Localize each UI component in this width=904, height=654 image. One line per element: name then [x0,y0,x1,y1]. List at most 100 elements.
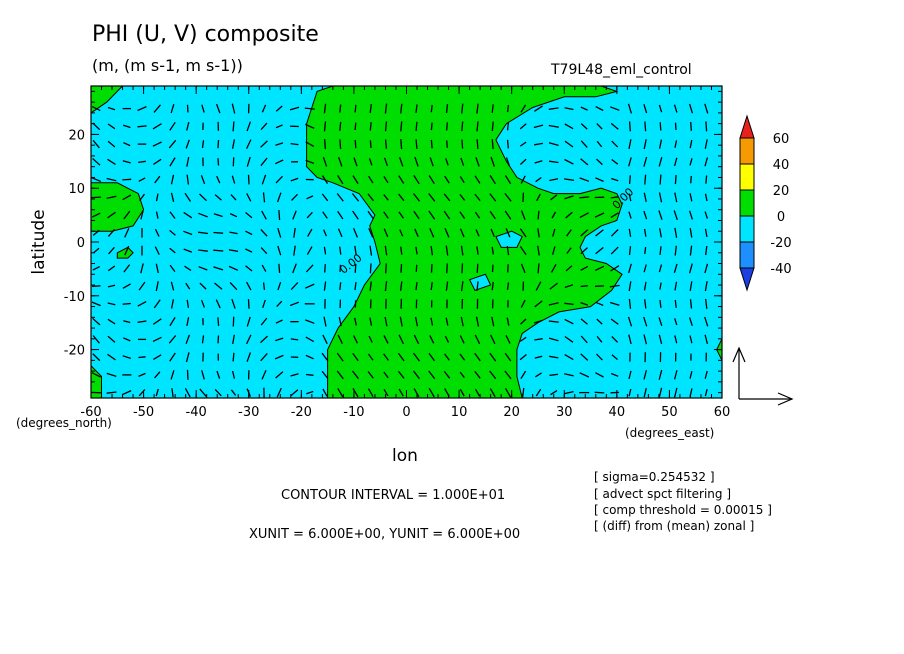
wind-vector [368,335,373,343]
wind-vector [611,177,619,182]
wind-vector [596,123,603,130]
y-tick-label: 20 [68,128,85,143]
wind-vector [688,103,694,114]
wind-vector [461,263,464,274]
wind-vector [291,193,298,201]
wind-vector [415,282,418,291]
wind-vector [213,249,224,252]
wind-vector [609,106,620,111]
wind-vector [565,265,573,272]
wind-vector [385,263,387,274]
wind-vector [627,316,633,327]
wind-vector [610,229,619,237]
wind-vector [564,354,574,361]
y-axis-unit: (degrees_north) [16,416,112,430]
wind-vector [430,245,434,256]
wind-vector [400,103,403,114]
wind-vector [170,104,175,114]
wind-vector [198,231,208,235]
wind-vector [564,318,574,325]
wind-vector [610,301,620,306]
wind-vector [245,230,253,236]
x-tick-label: -40 [186,405,207,420]
wind-vector [123,210,131,220]
wind-vector [460,281,464,292]
wind-vector [277,281,282,291]
wind-vector [520,263,526,274]
wind-vector [520,370,527,380]
wind-vector [304,283,315,289]
wind-vector [491,246,494,255]
wind-vector [337,334,343,344]
wind-vector [92,158,101,166]
colorbar-label: 20 [773,184,790,199]
wind-vector [169,352,176,362]
wind-vector [595,372,604,378]
wind-vector [658,334,663,345]
wind-vector [628,121,631,132]
reference-vector-icon [732,346,794,406]
wind-vector [123,142,131,147]
x-tick-label: 0 [402,405,410,420]
wind-vector [124,245,130,256]
wind-vector [564,123,574,130]
wind-vector [337,228,343,238]
wind-vector [106,195,117,200]
wind-vector [628,388,632,397]
wind-vector [201,104,205,113]
wind-vector [595,229,604,237]
wind-vector [231,298,236,309]
wind-vector [643,334,648,345]
wind-vector [689,281,693,292]
wind-vector [476,281,479,291]
wind-vector [628,298,632,309]
wind-vector [383,176,389,184]
wind-vector [643,281,647,291]
wind-vector [579,196,590,199]
wind-vector [659,246,662,255]
wind-vector [306,246,313,255]
wind-vector [155,193,159,202]
wind-vector [215,299,221,309]
wind-vector [201,370,205,380]
wind-vector [628,211,632,219]
wind-vector [415,104,418,113]
wind-vector [548,142,559,147]
wind-vector [323,316,327,327]
wind-vector [183,248,193,253]
wind-vector [476,121,479,132]
wind-vector [643,264,647,273]
wind-vector [491,121,494,132]
wind-vector [123,264,131,273]
wind-vector [689,158,693,166]
wind-vector [459,371,465,379]
wind-vector [398,211,404,219]
wind-vector [232,334,235,345]
wind-vector [354,263,357,273]
wind-vector [170,299,175,309]
wind-vector [461,139,464,149]
wind-vector [474,175,481,184]
wind-vector [548,302,559,306]
wind-vector [459,335,465,344]
x-tick-label: -20 [291,405,312,420]
wind-vector [610,265,620,272]
ref-arrow-up-head [732,346,746,363]
wind-vector [400,121,403,132]
wind-vector [596,335,603,343]
wind-vector [275,175,283,184]
wind-vector [534,105,543,112]
wind-vector [231,175,236,184]
wind-vector [580,353,589,361]
wind-vector [91,372,101,378]
wind-vector [369,245,373,256]
wind-vector [290,338,299,341]
wind-vector [276,300,283,308]
colorbar-segment [739,137,755,165]
wind-vector [644,299,647,309]
wind-vector [548,107,559,110]
wind-vector [476,139,479,150]
wind-vector [445,245,449,256]
wind-vector [459,176,465,184]
wind-vector [200,299,206,308]
